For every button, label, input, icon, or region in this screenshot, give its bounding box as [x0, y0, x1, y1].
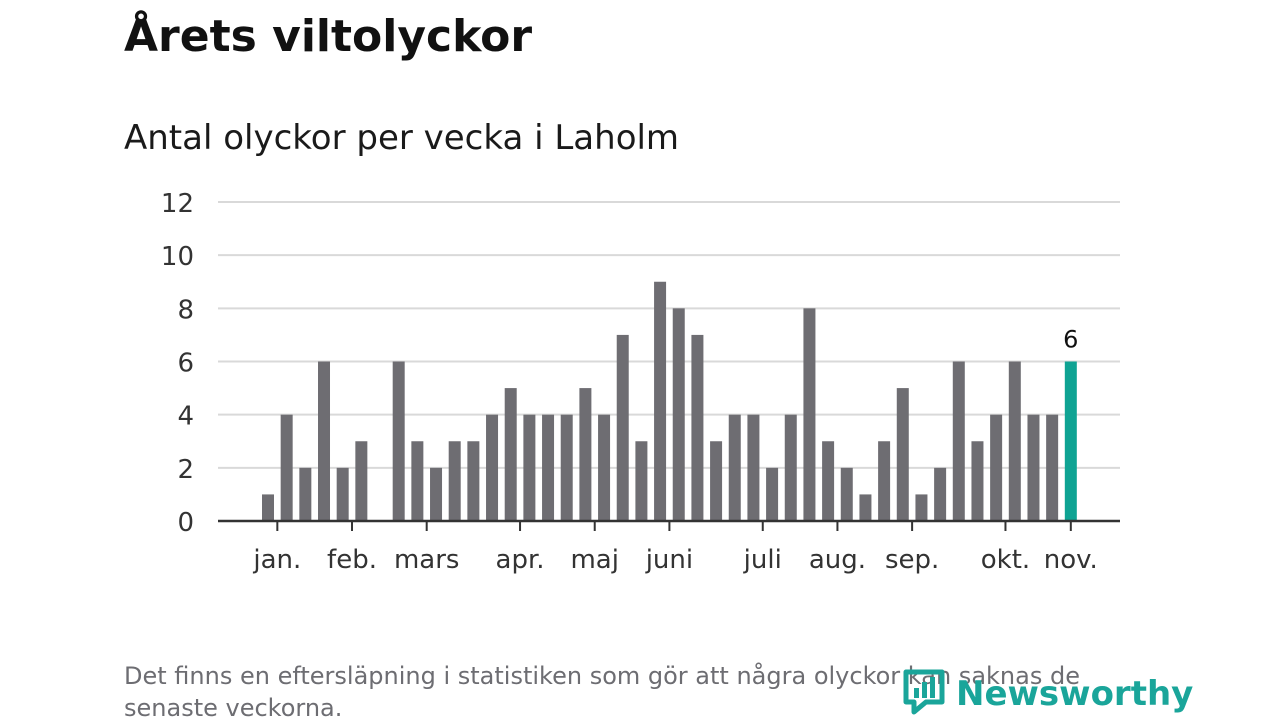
bar: [262, 494, 274, 521]
brand-name: Newsworthy: [956, 674, 1194, 714]
y-tick-label: 0: [177, 508, 194, 538]
x-tick-label: juni: [645, 545, 693, 575]
x-tick-label: nov.: [1044, 545, 1098, 575]
bar: [448, 441, 461, 521]
x-tick-label: maj: [570, 545, 618, 575]
chart-title: Årets viltolyckor: [124, 11, 533, 62]
bar: [280, 414, 293, 521]
bar: [766, 467, 779, 521]
data-label-highlight: 6: [1063, 326, 1078, 354]
bar: [579, 388, 592, 521]
brand-logo[interactable]: Newsworthy: [902, 668, 1193, 720]
bar: [523, 414, 536, 521]
bar: [1046, 414, 1059, 521]
bar: [784, 414, 797, 521]
y-tick-label: 2: [177, 455, 194, 485]
bar: [542, 414, 555, 521]
bar: [710, 441, 723, 521]
bar: [878, 441, 891, 521]
bar-chart: 0 2 4 6 8 10 12 jan. feb. mars apr. maj juni juli aug…: [161, 189, 1120, 575]
x-tick-label: okt.: [981, 545, 1030, 575]
y-tick-label: 10: [161, 242, 194, 272]
y-axis-ticks: 0 2 4 6 8 10 12: [161, 189, 194, 538]
bar: [803, 308, 816, 521]
x-tick-label: aug.: [809, 545, 866, 575]
bar: [952, 361, 965, 521]
footnote: Det finns en eftersläpning i statistiken…: [124, 662, 1080, 722]
x-tick-label: feb.: [327, 545, 377, 575]
bar: [560, 414, 573, 521]
bar: [299, 467, 312, 521]
bar: [747, 414, 760, 521]
bar: [822, 441, 835, 521]
bar: [355, 441, 368, 521]
y-tick-label: 8: [177, 295, 194, 325]
bar-highlight: [1064, 361, 1077, 521]
bar: [318, 361, 331, 521]
bar: [672, 308, 685, 521]
bar: [430, 467, 443, 521]
bar: [336, 467, 349, 521]
bar: [728, 414, 741, 521]
bar: [392, 361, 405, 521]
bar: [467, 441, 480, 521]
bar: [411, 441, 424, 521]
bar: [859, 494, 872, 521]
y-tick-label: 6: [177, 349, 194, 379]
y-tick-label: 4: [177, 402, 194, 432]
bar: [616, 334, 629, 521]
bar: [840, 467, 853, 521]
bar: [598, 414, 611, 521]
y-tick-label: 12: [161, 189, 194, 219]
data-labels: 6: [1063, 326, 1078, 354]
newsworthy-logo-icon: [902, 668, 946, 720]
bar: [654, 281, 667, 521]
bar: [635, 441, 648, 521]
bar: [896, 388, 909, 521]
bar: [915, 494, 928, 521]
bar: [486, 414, 499, 521]
x-tick-label: apr.: [496, 545, 545, 575]
gridlines: [218, 201, 1120, 469]
x-tick-label: jan.: [252, 545, 301, 575]
x-tick-label: sep.: [885, 545, 939, 575]
bar: [691, 334, 704, 521]
bar: [504, 388, 517, 521]
bar: [934, 467, 947, 521]
chart-subtitle: Antal olyckor per vecka i Laholm: [124, 118, 680, 158]
x-tick-label: mars: [394, 545, 460, 575]
x-tick-label: juli: [743, 545, 782, 575]
bar: [1008, 361, 1021, 521]
bar: [990, 414, 1003, 521]
bar: [1027, 414, 1040, 521]
bar: [971, 441, 984, 521]
x-axis-ticks: jan. feb. mars apr. maj juni juli aug. sep. okt. n…: [252, 521, 1098, 575]
bars: [262, 281, 1077, 521]
